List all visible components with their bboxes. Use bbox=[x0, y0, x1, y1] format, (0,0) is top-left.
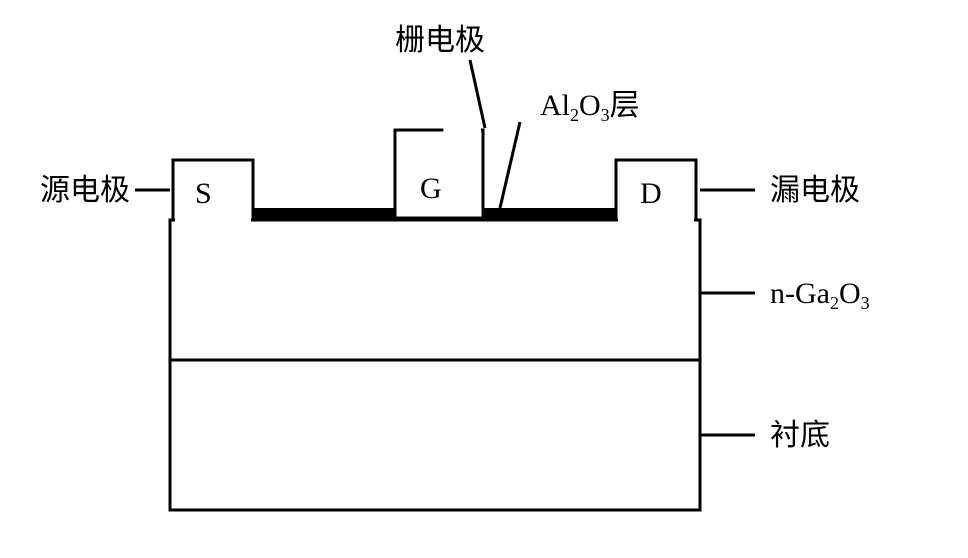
n-ga2o3-layer bbox=[170, 220, 700, 360]
device-cross-section: 衬底 n-Ga2O3 Al2O3层 S 源电极 G 栅电极 D 漏电极 bbox=[0, 0, 968, 558]
source-label: 源电极 bbox=[40, 174, 130, 207]
drain-label: 漏电极 bbox=[770, 174, 860, 207]
drain-letter: D bbox=[640, 177, 662, 210]
gate-label: 栅电极 bbox=[395, 24, 485, 57]
source-letter: S bbox=[195, 177, 212, 210]
n-ga2o3-label: n-Ga2O3 bbox=[770, 277, 870, 313]
substrate-layer bbox=[170, 360, 700, 510]
al2o3-label: Al2O3层 bbox=[540, 89, 640, 125]
al2o3-leader bbox=[500, 122, 520, 208]
source-electrode bbox=[173, 160, 253, 220]
gate-leader bbox=[470, 60, 485, 128]
gate-letter: G bbox=[420, 172, 442, 205]
substrate-label: 衬底 bbox=[770, 419, 830, 452]
